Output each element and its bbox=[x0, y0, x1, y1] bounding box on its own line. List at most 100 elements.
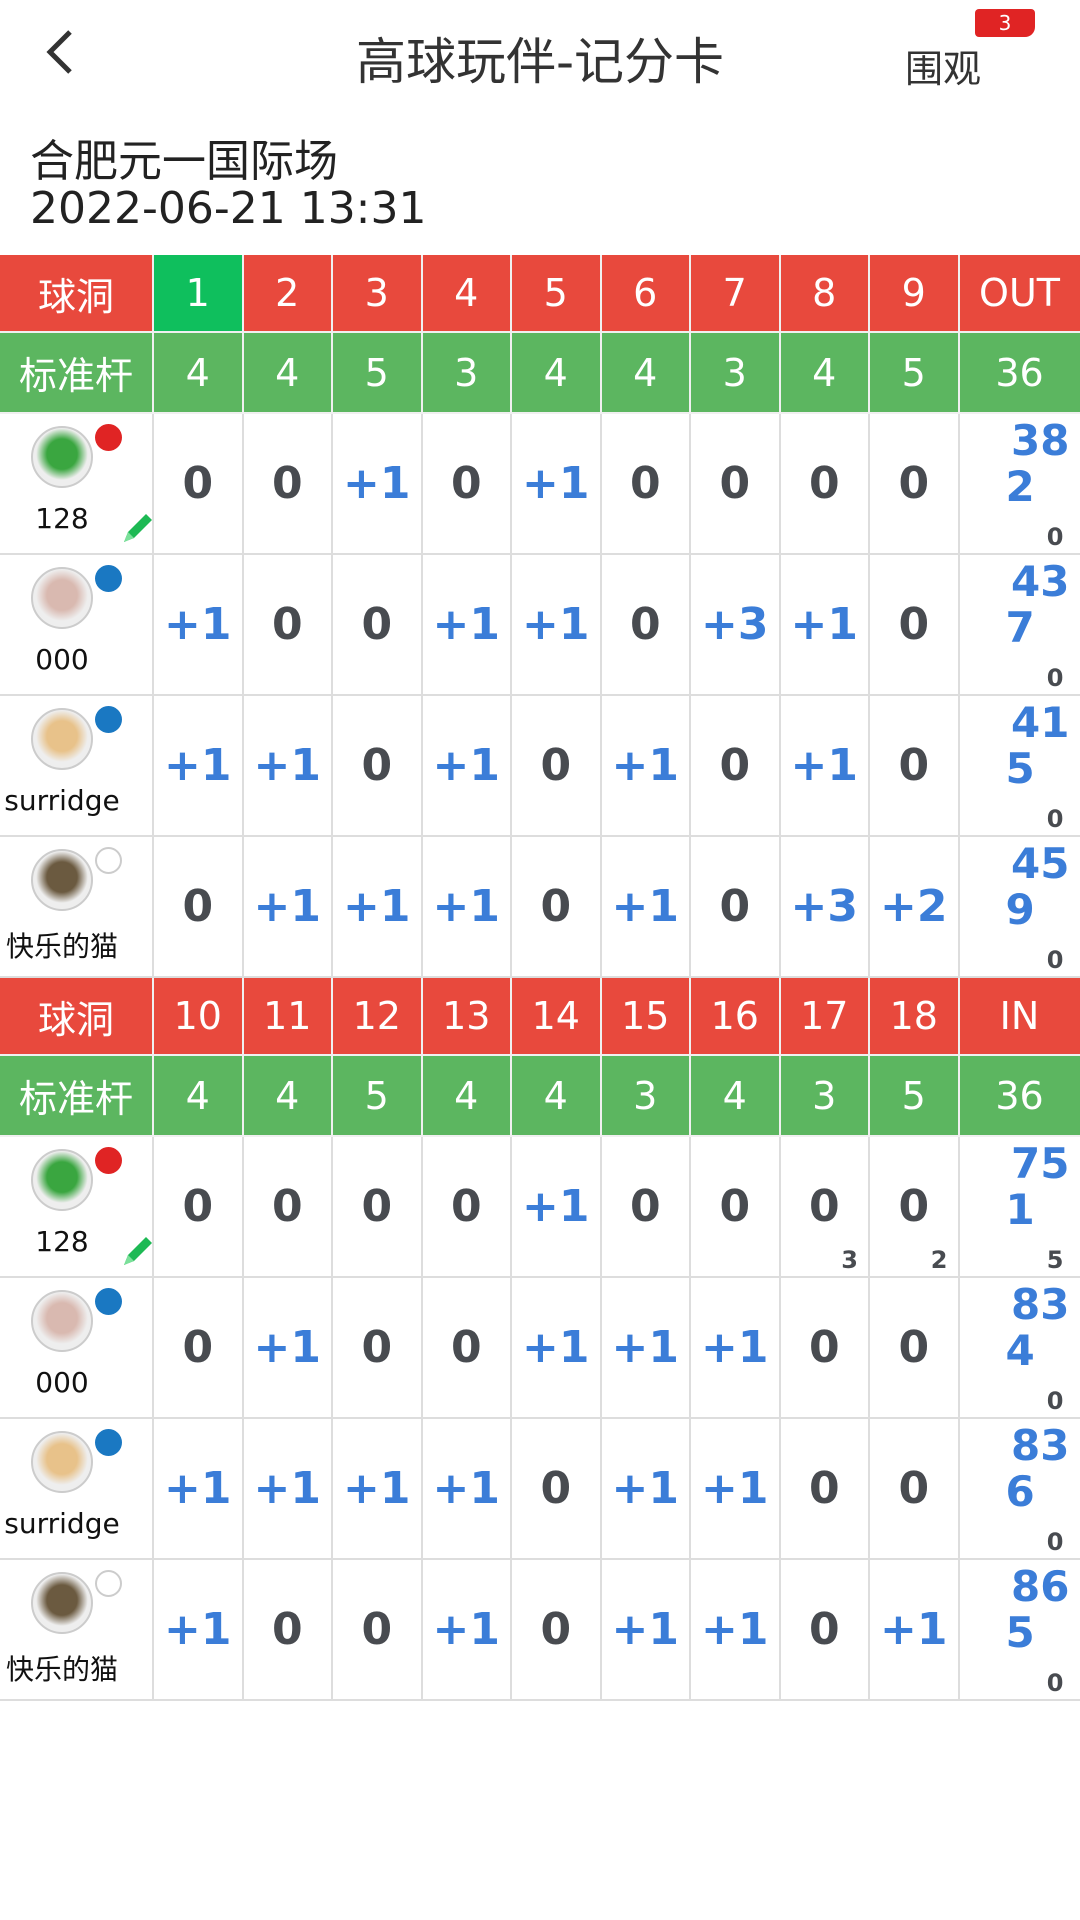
watch-button[interactable]: 围观 bbox=[905, 47, 982, 91]
score-cell[interactable]: +1 bbox=[601, 1560, 691, 1701]
hole-number[interactable]: 13 bbox=[422, 978, 512, 1056]
score-cell[interactable]: 0 bbox=[691, 837, 781, 978]
score-cell[interactable]: 0 bbox=[243, 1560, 333, 1701]
score-cell[interactable]: 0 bbox=[780, 1419, 870, 1560]
pencil-edit-icon[interactable] bbox=[120, 512, 154, 546]
score-cell[interactable]: +1 bbox=[243, 1419, 333, 1560]
score-cell[interactable]: 0 bbox=[512, 837, 602, 978]
hole-number[interactable]: 15 bbox=[601, 978, 691, 1056]
score-cell[interactable]: 0 bbox=[870, 1278, 960, 1419]
score-cell[interactable]: +1 bbox=[601, 1278, 691, 1419]
score-cell[interactable]: +2 bbox=[870, 837, 960, 978]
score-cell[interactable]: +1 bbox=[154, 1560, 244, 1701]
score-cell[interactable]: 0 bbox=[780, 1560, 870, 1701]
back-arrow-icon[interactable] bbox=[40, 22, 90, 82]
score-cell[interactable]: 0 bbox=[601, 1137, 691, 1278]
hole-number[interactable]: 8 bbox=[780, 255, 870, 333]
score-cell[interactable]: +1 bbox=[154, 696, 244, 837]
score-cell[interactable]: 0 bbox=[154, 1278, 244, 1419]
score-cell[interactable]: +1 bbox=[422, 555, 512, 696]
score-cell[interactable]: +1 bbox=[422, 696, 512, 837]
hole-number[interactable]: 5 bbox=[512, 255, 602, 333]
player-avatar[interactable] bbox=[31, 849, 93, 911]
score-cell[interactable]: +1 bbox=[333, 837, 423, 978]
score-cell[interactable]: 0 bbox=[601, 555, 691, 696]
score-cell[interactable]: +1 bbox=[243, 696, 333, 837]
score-cell[interactable]: 0 bbox=[691, 1137, 781, 1278]
score-cell[interactable]: +1 bbox=[243, 837, 333, 978]
score-cell[interactable]: 0 bbox=[870, 1419, 960, 1560]
score-cell[interactable]: +1 bbox=[691, 1278, 781, 1419]
player-info[interactable]: surridge bbox=[0, 1419, 154, 1560]
hole-number[interactable]: 17 bbox=[780, 978, 870, 1056]
score-cell[interactable]: +1 bbox=[780, 555, 870, 696]
hole-number[interactable]: 2 bbox=[243, 255, 333, 333]
hole-number[interactable]: 1 bbox=[154, 255, 244, 333]
player-info[interactable]: 128 bbox=[0, 1137, 154, 1278]
score-cell[interactable]: +1 bbox=[601, 837, 691, 978]
score-cell[interactable]: +1 bbox=[870, 1560, 960, 1701]
hole-number[interactable]: 4 bbox=[422, 255, 512, 333]
player-info[interactable]: 000 bbox=[0, 555, 154, 696]
score-cell[interactable]: 0 bbox=[422, 414, 512, 555]
score-cell[interactable]: 0 bbox=[780, 1278, 870, 1419]
hole-number[interactable]: 11 bbox=[243, 978, 333, 1056]
score-cell[interactable]: 0 bbox=[154, 837, 244, 978]
score-cell[interactable]: +1 bbox=[512, 555, 602, 696]
score-cell[interactable]: 0 bbox=[691, 696, 781, 837]
hole-number[interactable]: 3 bbox=[333, 255, 423, 333]
score-cell[interactable]: +1 bbox=[333, 1419, 423, 1560]
player-avatar[interactable] bbox=[31, 1572, 93, 1634]
score-cell[interactable]: +1 bbox=[422, 837, 512, 978]
player-avatar[interactable] bbox=[31, 567, 93, 629]
hole-number[interactable]: 9 bbox=[870, 255, 960, 333]
player-info[interactable]: 快乐的猫 bbox=[0, 1560, 154, 1701]
score-cell[interactable]: 0 bbox=[512, 1560, 602, 1701]
player-info[interactable]: 128 bbox=[0, 414, 154, 555]
score-cell[interactable]: +1 bbox=[243, 1278, 333, 1419]
hole-number[interactable]: 10 bbox=[154, 978, 244, 1056]
score-cell[interactable]: 0 bbox=[422, 1278, 512, 1419]
player-info[interactable]: surridge bbox=[0, 696, 154, 837]
score-cell[interactable]: 0 bbox=[691, 414, 781, 555]
hole-number[interactable]: 12 bbox=[333, 978, 423, 1056]
score-cell[interactable]: +1 bbox=[512, 1278, 602, 1419]
score-cell[interactable]: 0 bbox=[333, 1137, 423, 1278]
score-cell[interactable]: +1 bbox=[691, 1419, 781, 1560]
player-avatar[interactable] bbox=[31, 1431, 93, 1493]
score-cell[interactable]: 0 bbox=[870, 696, 960, 837]
score-cell[interactable]: 0 bbox=[422, 1137, 512, 1278]
score-cell[interactable]: 0 bbox=[512, 696, 602, 837]
score-cell[interactable]: 0 bbox=[601, 414, 691, 555]
hole-number[interactable]: 7 bbox=[691, 255, 781, 333]
score-cell[interactable]: +1 bbox=[154, 555, 244, 696]
score-cell[interactable]: +3 bbox=[780, 837, 870, 978]
score-cell[interactable]: +1 bbox=[780, 696, 870, 837]
score-cell[interactable]: 0 bbox=[512, 1419, 602, 1560]
score-cell[interactable]: 0 bbox=[870, 414, 960, 555]
pencil-edit-icon[interactable] bbox=[120, 1235, 154, 1269]
score-cell[interactable]: +1 bbox=[691, 1560, 781, 1701]
player-avatar[interactable] bbox=[31, 1290, 93, 1352]
hole-number[interactable]: 18 bbox=[870, 978, 960, 1056]
score-cell[interactable]: 0 bbox=[780, 414, 870, 555]
player-info[interactable]: 000 bbox=[0, 1278, 154, 1419]
score-cell[interactable]: +1 bbox=[512, 1137, 602, 1278]
score-cell[interactable]: 0 bbox=[243, 555, 333, 696]
score-cell[interactable]: +1 bbox=[422, 1560, 512, 1701]
score-cell[interactable]: +3 bbox=[691, 555, 781, 696]
score-cell[interactable]: 0 bbox=[333, 1278, 423, 1419]
player-info[interactable]: 快乐的猫 bbox=[0, 837, 154, 978]
hole-number[interactable]: 14 bbox=[512, 978, 602, 1056]
score-cell[interactable]: 0 bbox=[333, 696, 423, 837]
score-cell[interactable]: 0 bbox=[333, 555, 423, 696]
score-cell[interactable]: 0 bbox=[870, 555, 960, 696]
hole-number[interactable]: 16 bbox=[691, 978, 781, 1056]
score-cell[interactable]: +1 bbox=[512, 414, 602, 555]
player-avatar[interactable] bbox=[31, 426, 93, 488]
score-cell[interactable]: +1 bbox=[601, 696, 691, 837]
score-cell[interactable]: +1 bbox=[601, 1419, 691, 1560]
score-cell[interactable]: 0 bbox=[154, 414, 244, 555]
score-cell[interactable]: +1 bbox=[422, 1419, 512, 1560]
